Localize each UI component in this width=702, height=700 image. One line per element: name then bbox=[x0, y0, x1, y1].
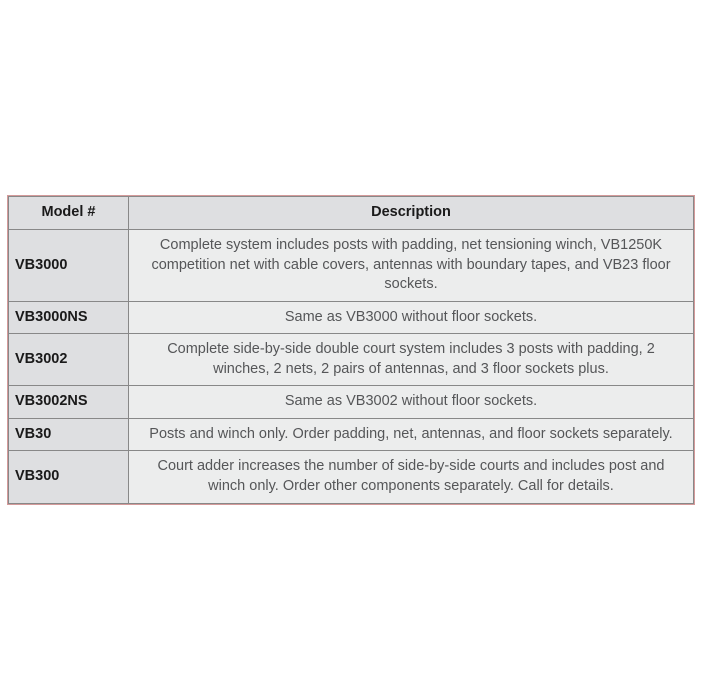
description-cell: Same as VB3000 without floor sockets. bbox=[129, 301, 694, 334]
description-cell: Posts and winch only. Order padding, net… bbox=[129, 418, 694, 451]
model-cell: VB30 bbox=[9, 418, 129, 451]
table-row: VB3000NS Same as VB3000 without floor so… bbox=[9, 301, 694, 334]
table-header-row: Model # Description bbox=[9, 197, 694, 230]
description-cell: Court adder increases the number of side… bbox=[129, 451, 694, 503]
header-description: Description bbox=[129, 197, 694, 230]
table-row: VB3002NS Same as VB3002 without floor so… bbox=[9, 386, 694, 419]
description-cell: Complete system includes posts with padd… bbox=[129, 229, 694, 301]
table-row: VB30 Posts and winch only. Order padding… bbox=[9, 418, 694, 451]
description-cell: Complete side-by-side double court syste… bbox=[129, 334, 694, 386]
header-model: Model # bbox=[9, 197, 129, 230]
model-cell: VB300 bbox=[9, 451, 129, 503]
model-cell: VB3000NS bbox=[9, 301, 129, 334]
model-cell: VB3002NS bbox=[9, 386, 129, 419]
product-table-container: Model # Description VB3000 Complete syst… bbox=[7, 195, 695, 504]
table-row: VB3002 Complete side-by-side double cour… bbox=[9, 334, 694, 386]
model-cell: VB3000 bbox=[9, 229, 129, 301]
table-row: VB300 Court adder increases the number o… bbox=[9, 451, 694, 503]
description-cell: Same as VB3002 without floor sockets. bbox=[129, 386, 694, 419]
product-table: Model # Description VB3000 Complete syst… bbox=[8, 196, 694, 503]
table-body: VB3000 Complete system includes posts wi… bbox=[9, 229, 694, 503]
table-row: VB3000 Complete system includes posts wi… bbox=[9, 229, 694, 301]
model-cell: VB3002 bbox=[9, 334, 129, 386]
